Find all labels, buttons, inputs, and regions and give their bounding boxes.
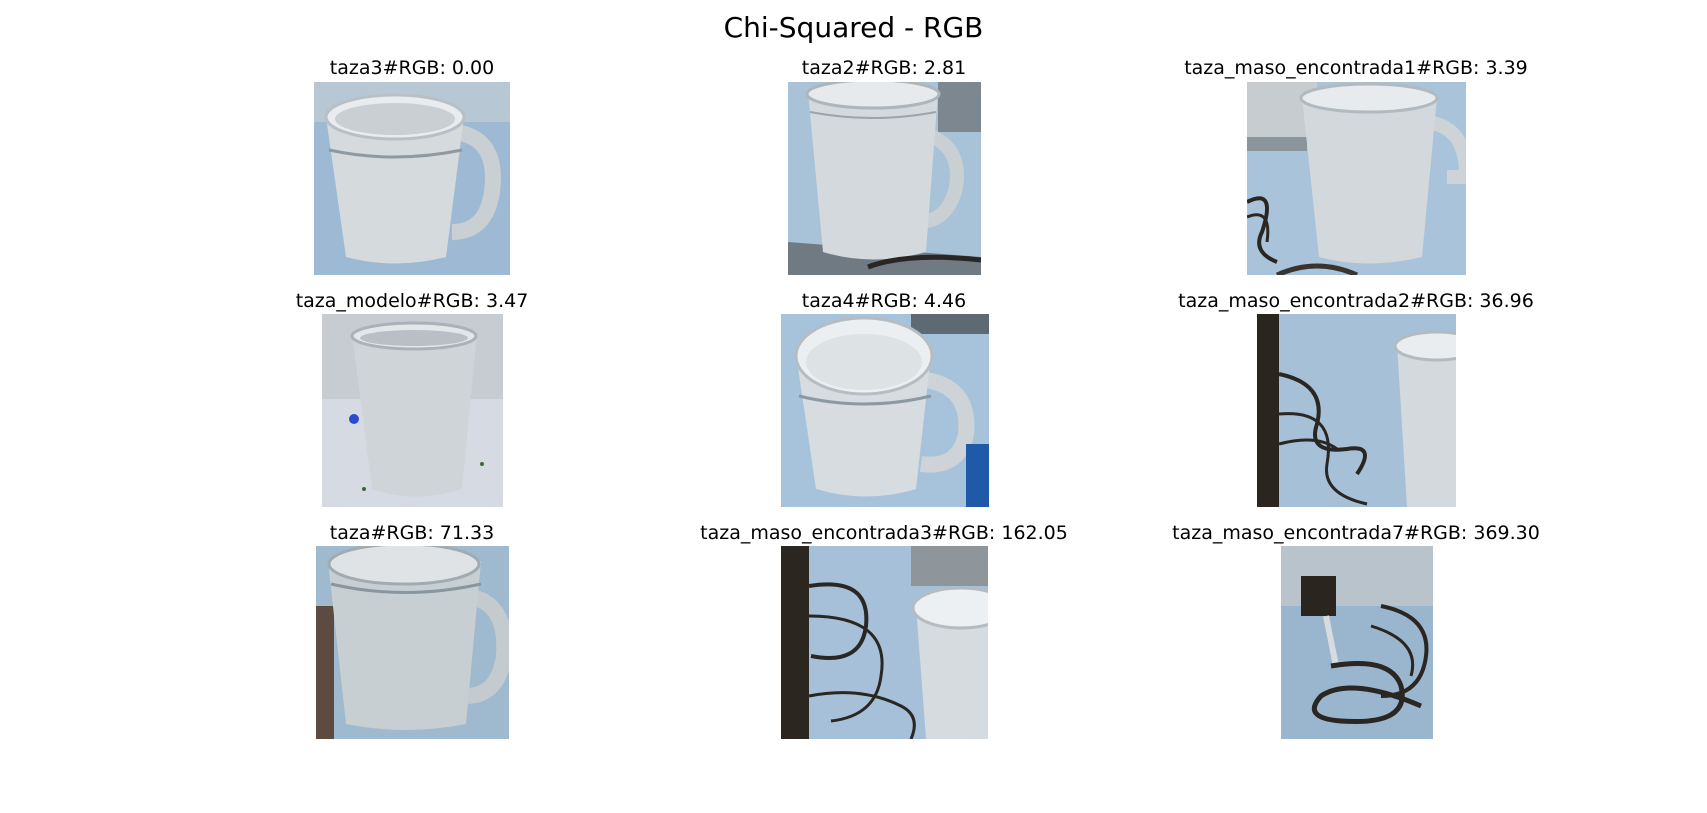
mug-image-taza-modelo xyxy=(322,314,503,507)
panel-title-taza-modelo: taza_modelo#RGB: 3.47 xyxy=(295,290,529,312)
mug-image-taza-maso-encontrada1 xyxy=(1247,82,1466,275)
mug-image-taza3 xyxy=(314,82,510,275)
panel-title-taza-maso-encontrada7: taza_maso_encontrada7#RGB: 369.30 xyxy=(1172,522,1540,544)
panel-title-taza-maso-encontrada3: taza_maso_encontrada3#RGB: 162.05 xyxy=(700,522,1068,544)
mug-image-taza-maso-encontrada2 xyxy=(1257,314,1456,507)
mug-image-taza-maso-encontrada7 xyxy=(1281,546,1433,739)
mug-image-taza-maso-encontrada3 xyxy=(781,546,988,739)
panel-title-taza: taza#RGB: 71.33 xyxy=(329,522,495,544)
panel-title-taza2: taza2#RGB: 2.81 xyxy=(801,57,967,79)
mug-image-taza2 xyxy=(788,82,981,275)
panel-title-taza4: taza4#RGB: 4.46 xyxy=(801,290,967,312)
mug-image-taza xyxy=(316,546,509,739)
mug-image-taza4 xyxy=(781,314,989,507)
panel-title-taza-maso-encontrada2: taza_maso_encontrada2#RGB: 36.96 xyxy=(1178,290,1534,312)
panel-title-taza-maso-encontrada1: taza_maso_encontrada1#RGB: 3.39 xyxy=(1184,57,1528,79)
figure-title: Chi-Squared - RGB xyxy=(723,11,984,44)
panel-title-taza3: taza3#RGB: 0.00 xyxy=(329,57,495,79)
